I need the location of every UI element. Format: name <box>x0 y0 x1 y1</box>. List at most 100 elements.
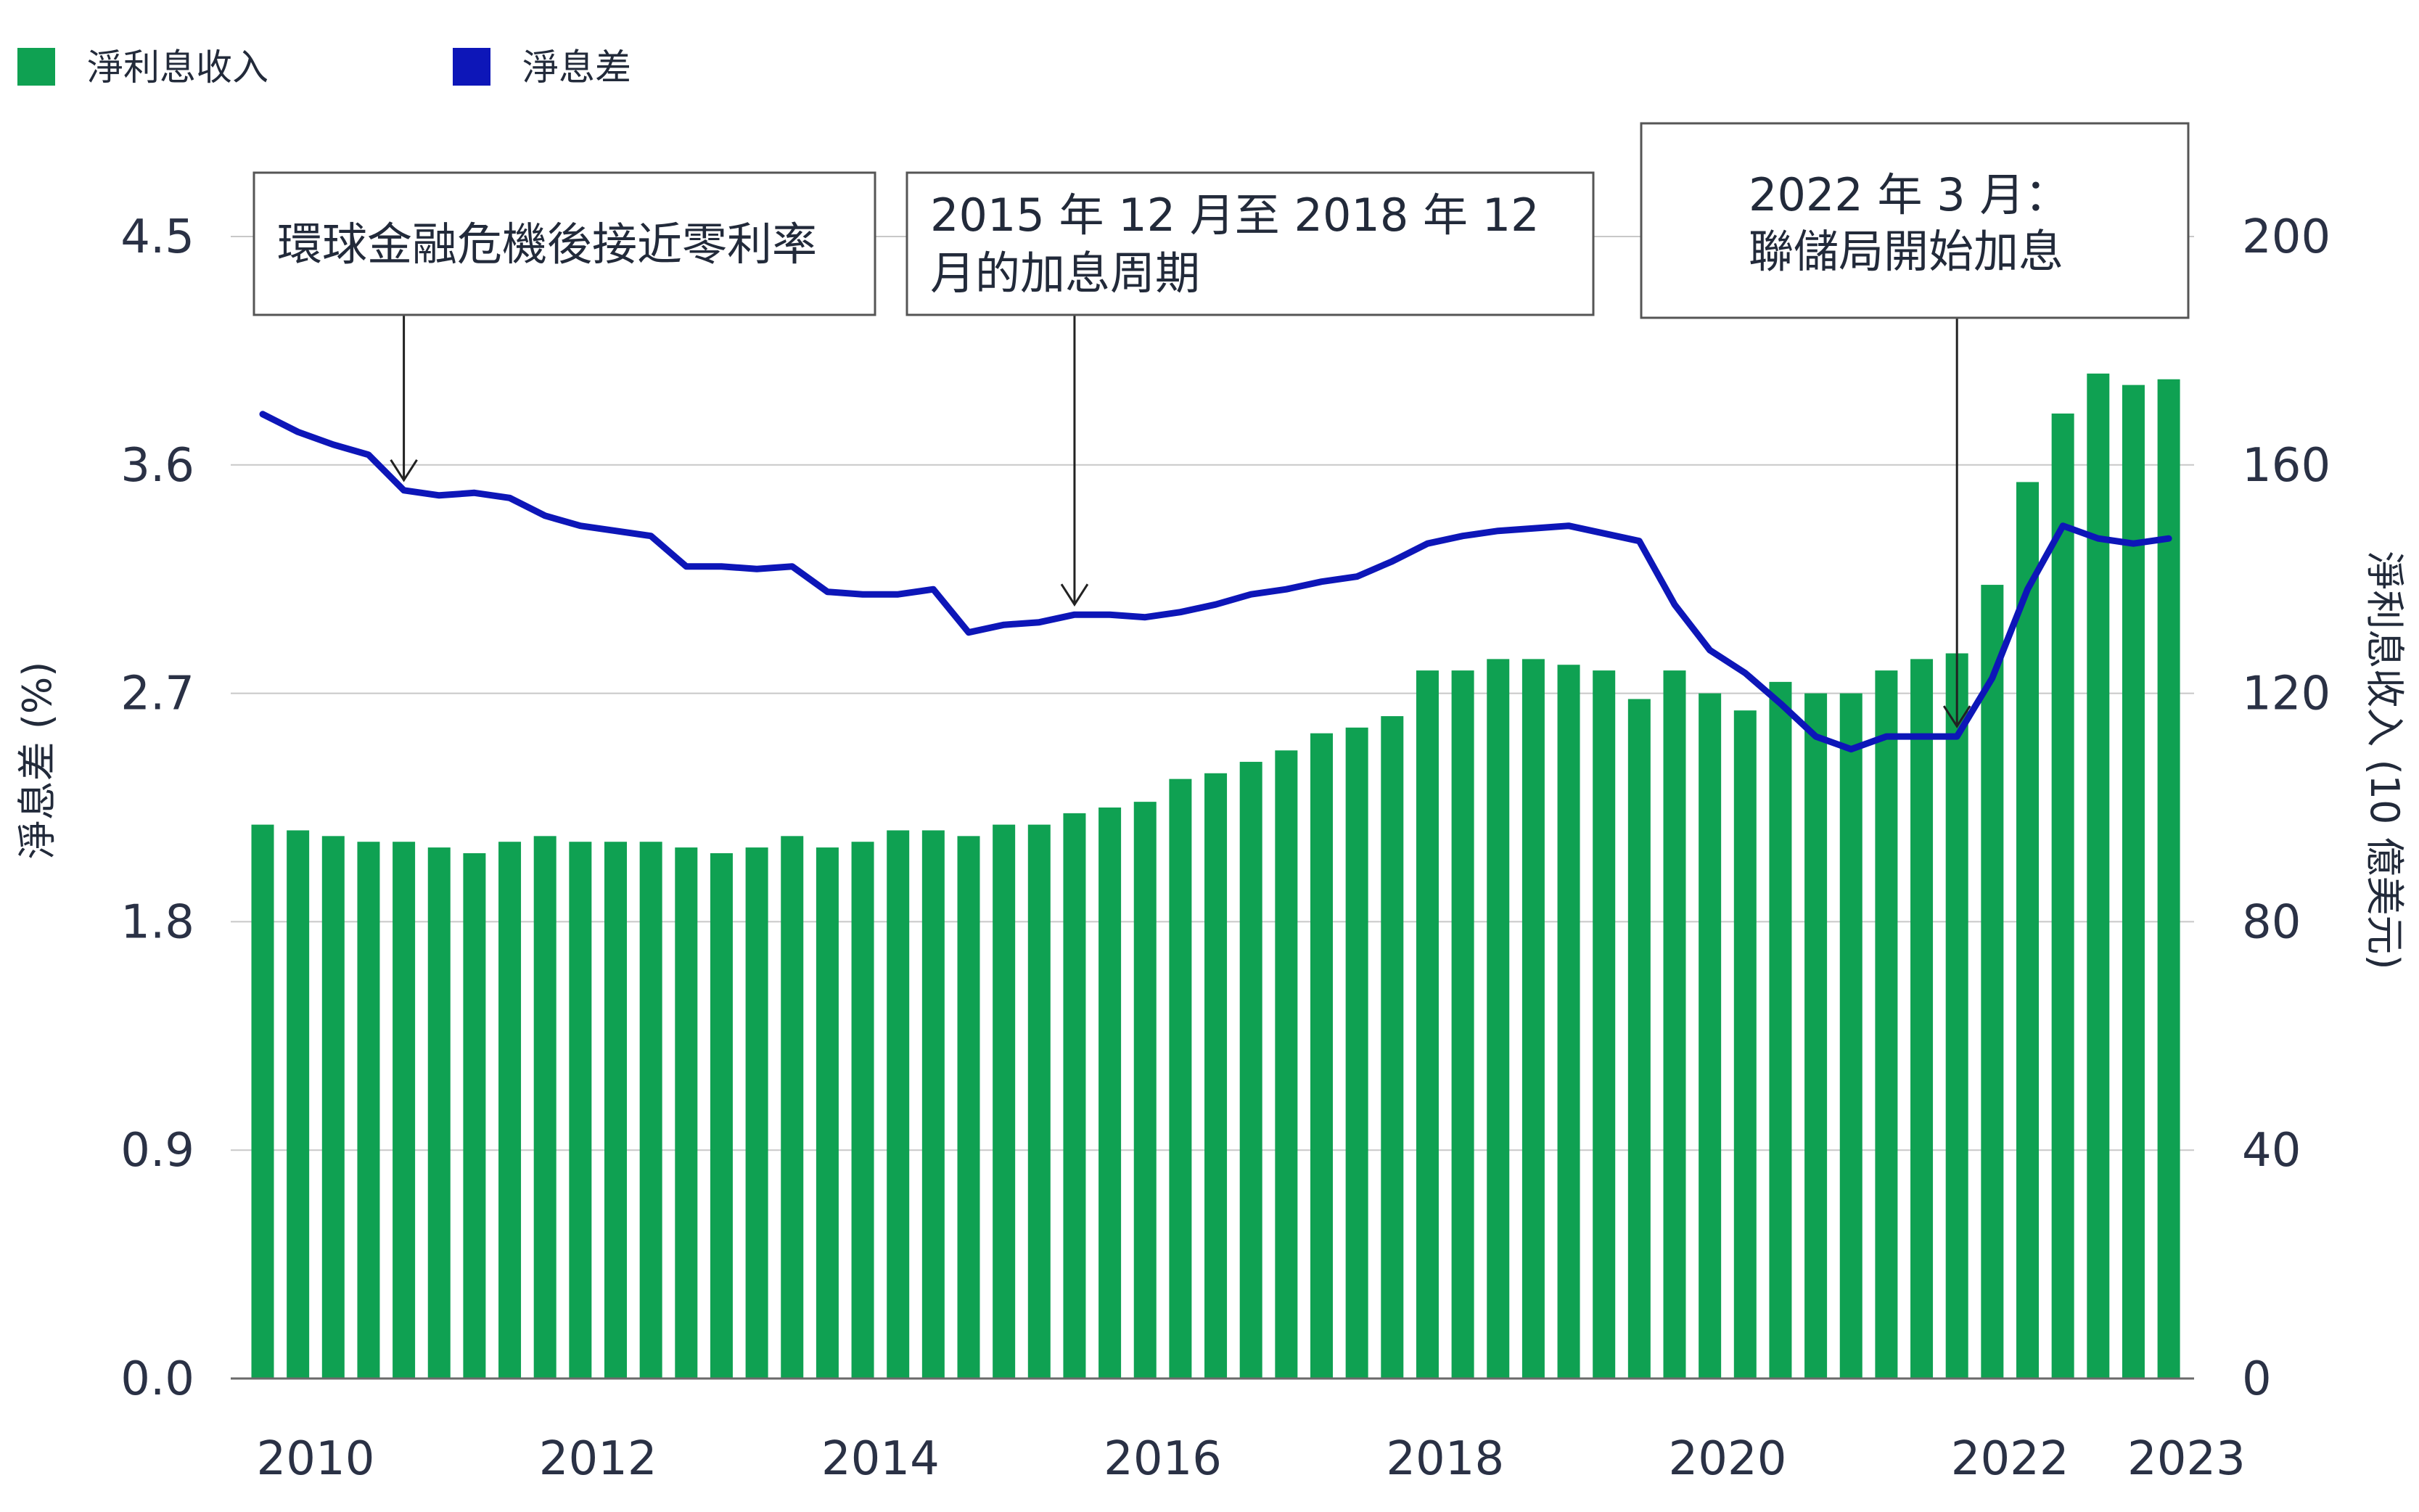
legend: 淨利息收入 淨息差 <box>17 46 631 89</box>
x-tick-label: 2012 <box>539 1432 657 1486</box>
left-tick-label: 1.8 <box>120 895 194 949</box>
bar-net-interest-income <box>498 842 522 1379</box>
annotations: 環球金融危機後接近零利率 2015 年 12 月至 2018 年 12月的加息周期… <box>252 122 2190 728</box>
bar-net-interest-income <box>1557 665 1580 1379</box>
annotation-text: 環球金融危機後接近零利率 <box>277 218 817 271</box>
x-axis-ticks: 2010 2012 2014 2016 2018 2020 2022 2023 <box>257 1432 2246 1486</box>
legend-swatch-net-interest-margin <box>453 48 490 86</box>
left-tick-label: 0.0 <box>120 1352 194 1406</box>
bar-net-interest-income <box>1804 693 1828 1379</box>
bar-net-interest-income <box>1204 773 1228 1379</box>
bar-net-interest-income <box>393 842 416 1379</box>
bar-net-interest-income <box>1487 659 1510 1379</box>
bar-net-interest-income <box>2016 482 2039 1379</box>
left-tick-label: 4.5 <box>120 210 194 264</box>
bar-net-interest-income <box>1381 716 1404 1379</box>
bar-net-interest-income <box>2087 373 2110 1379</box>
bar-net-interest-income <box>1945 653 1968 1379</box>
bar-net-interest-income <box>1699 693 1722 1379</box>
bar-net-interest-income <box>1839 693 1862 1379</box>
bar-net-interest-income <box>569 842 592 1379</box>
annotation-box <box>905 171 1595 316</box>
annotation-text: 聯儲局開始加息 <box>1749 225 2063 278</box>
bar-net-interest-income <box>921 830 945 1379</box>
bar-net-interest-income <box>1133 802 1157 1379</box>
bar-net-interest-income <box>463 852 486 1379</box>
bar-net-interest-income <box>1098 808 1122 1379</box>
x-tick-label: 2010 <box>257 1432 375 1486</box>
bar-net-interest-income <box>851 842 874 1379</box>
right-axis-title: 淨利息收入 (10 億美元) <box>2362 551 2407 969</box>
left-tick-label: 3.6 <box>120 439 194 493</box>
x-tick-label: 2023 <box>2127 1432 2246 1486</box>
annotation: 環球金融危機後接近零利率 <box>252 171 876 482</box>
bar-net-interest-income <box>427 847 451 1379</box>
bar-net-interest-income <box>533 836 557 1379</box>
bar-net-interest-income <box>1981 585 2004 1379</box>
legend-label-net-interest-margin: 淨息差 <box>522 46 631 89</box>
legend-label-net-interest-income: 淨利息收入 <box>87 46 268 89</box>
bar-net-interest-income <box>816 847 839 1379</box>
right-tick-label: 200 <box>2242 210 2330 264</box>
bar-net-interest-income <box>1345 727 1368 1379</box>
bar-net-interest-income <box>887 830 910 1379</box>
bar-net-interest-income <box>781 836 804 1379</box>
bars <box>251 373 2180 1379</box>
bar-net-interest-income <box>1663 670 1686 1379</box>
bar-net-interest-income <box>1593 670 1616 1379</box>
bar-net-interest-income <box>675 847 698 1379</box>
bar-net-interest-income <box>1063 813 1086 1379</box>
bar-net-interest-income <box>1875 670 1898 1379</box>
annotation-box <box>1640 122 2190 319</box>
bar-net-interest-income <box>2157 379 2180 1379</box>
bar-net-interest-income <box>321 836 345 1379</box>
bar-net-interest-income <box>251 824 274 1379</box>
bar-net-interest-income <box>1769 681 1792 1379</box>
bar-net-interest-income <box>1416 670 1439 1379</box>
x-tick-label: 2014 <box>821 1432 940 1486</box>
bar-net-interest-income <box>1275 750 1298 1379</box>
bar-net-interest-income <box>745 847 768 1379</box>
bar-net-interest-income <box>993 824 1016 1379</box>
bar-net-interest-income <box>1627 699 1651 1379</box>
bar-net-interest-income <box>1733 710 1757 1379</box>
line-net-interest-margin <box>259 411 2172 753</box>
right-axis-ticks: 0 40 80 120 160 200 <box>2242 210 2330 1406</box>
bar-net-interest-income <box>1239 762 1262 1379</box>
bar-net-interest-income <box>1169 778 1192 1379</box>
annotation-text: 2015 年 12 月至 2018 年 12 <box>930 189 1540 242</box>
right-tick-label: 120 <box>2242 667 2330 721</box>
right-tick-label: 160 <box>2242 439 2330 493</box>
bar-net-interest-income <box>639 842 662 1379</box>
left-axis-ticks: 0.0 0.9 1.8 2.7 3.6 4.5 <box>120 210 194 1406</box>
bar-net-interest-income <box>1521 659 1545 1379</box>
bar-net-interest-income <box>957 836 980 1379</box>
right-tick-label: 80 <box>2242 895 2301 949</box>
bar-net-interest-income <box>357 842 380 1379</box>
bar-net-interest-income <box>2122 385 2145 1379</box>
annotation-text: 2022 年 3 月： <box>1749 168 2069 221</box>
bar-net-interest-income <box>1910 659 1934 1379</box>
annotation-arrowhead <box>1060 583 1089 607</box>
legend-swatch-net-interest-income <box>17 48 55 86</box>
bar-net-interest-income <box>1451 670 1474 1379</box>
left-tick-label: 0.9 <box>120 1124 194 1178</box>
annotation-text: 月的加息周期 <box>930 247 1200 300</box>
left-tick-label: 2.7 <box>120 667 194 721</box>
x-tick-label: 2016 <box>1104 1432 1222 1486</box>
bar-net-interest-income <box>287 830 310 1379</box>
x-tick-label: 2020 <box>1669 1432 1787 1486</box>
bar-net-interest-income <box>1027 824 1051 1379</box>
annotation-box <box>252 171 876 316</box>
bar-net-interest-income <box>604 842 627 1379</box>
bar-net-interest-income <box>1310 733 1333 1379</box>
annotation-arrowhead <box>390 459 418 482</box>
x-tick-label: 2022 <box>1951 1432 2069 1486</box>
left-axis-title: 淨息差 (%) <box>15 662 60 860</box>
right-tick-label: 0 <box>2242 1352 2272 1406</box>
annotation-arrowhead <box>1942 705 1971 728</box>
right-tick-label: 40 <box>2242 1124 2301 1178</box>
annotation: 2022 年 3 月：聯儲局開始加息 <box>1640 122 2190 728</box>
